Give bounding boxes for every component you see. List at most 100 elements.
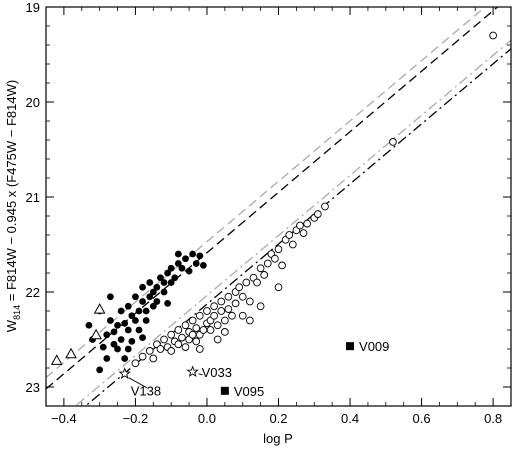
- y-axis-title-rest: = F814W − 0.945 x (F475W − F814W): [4, 80, 19, 305]
- filled-circle-point: [185, 267, 193, 275]
- open-circle-point: [210, 311, 218, 320]
- y-axis-title-subscript: 814: [12, 305, 22, 320]
- filled-circle-point: [103, 331, 111, 339]
- open-circle-point: [296, 221, 304, 230]
- fit-line-3: [84, 48, 511, 406]
- open-triangle-point: [65, 347, 77, 359]
- filled-circle-point: [114, 321, 121, 329]
- open-circle-point: [271, 254, 279, 263]
- filled-circle-point: [196, 252, 204, 260]
- open-triangle-point: [93, 303, 106, 314]
- open-circle-point: [174, 326, 183, 334]
- open-circle-point: [188, 330, 197, 339]
- filled-circle-point: [128, 338, 136, 345]
- filled-circle-point: [164, 300, 172, 307]
- open-star-point: [118, 367, 131, 379]
- open-circle-point: [149, 354, 158, 363]
- open-circle-point: [238, 292, 247, 301]
- filled-circle-point: [149, 302, 157, 310]
- y-tick-label: 21: [26, 190, 40, 205]
- filled-square-point: [346, 342, 355, 351]
- open-circle-point: [253, 278, 261, 287]
- open-circle-point: [321, 202, 329, 211]
- open-circle-point: [278, 261, 286, 270]
- filled-circle-point: [124, 302, 132, 310]
- open-circle-point: [131, 359, 140, 368]
- open-star-point: [186, 365, 199, 378]
- open-circle-point: [389, 138, 397, 146]
- filled-circle-point: [174, 260, 182, 267]
- filled-circle-point: [132, 317, 139, 324]
- x-tick-label: 0.8: [484, 411, 502, 426]
- open-circle-point: [274, 245, 283, 254]
- y-axis-title: W814 = F814W − 0.945 x (F475W − F814W): [4, 80, 22, 332]
- open-circle-point: [210, 302, 218, 311]
- open-circle-point: [178, 333, 186, 342]
- filled-circle-point: [142, 317, 150, 324]
- open-circle-point: [303, 219, 311, 228]
- filled-circle-point: [153, 298, 161, 305]
- filled-circle-point: [121, 319, 129, 327]
- open-circle-point: [224, 292, 233, 301]
- filled-circle-point: [182, 255, 189, 263]
- filled-circle-point: [199, 262, 207, 269]
- open-circle-point: [313, 210, 322, 218]
- filled-circle-point: [103, 355, 111, 362]
- filled-circle-point: [139, 298, 146, 305]
- open-circle-point: [213, 335, 222, 344]
- y-tick-label: 22: [26, 285, 40, 300]
- open-circle-point: [238, 311, 247, 320]
- filled-circle-point: [99, 343, 107, 351]
- open-circle-point: [256, 264, 265, 273]
- open-circle-point: [217, 297, 226, 306]
- y-tick-label: 23: [26, 380, 40, 395]
- filled-circle-point: [114, 345, 121, 353]
- open-circle-point: [145, 347, 154, 355]
- x-tick-label: 0.4: [341, 411, 359, 426]
- open-circle-point: [260, 271, 269, 279]
- open-circle-point: [231, 299, 240, 308]
- open-circle-point: [242, 278, 251, 287]
- open-circle-point: [220, 328, 229, 336]
- filled-circle-point: [146, 293, 154, 301]
- open-circle-point: [224, 305, 233, 313]
- open-circle-point: [489, 31, 497, 40]
- open-circle-point: [199, 326, 208, 334]
- x-tick-label: 0.0: [198, 411, 216, 426]
- y-tick-label: 19: [26, 0, 40, 15]
- open-circle-point: [167, 347, 176, 355]
- filled-circle-point: [117, 307, 125, 315]
- filled-circle-point: [160, 288, 168, 296]
- annotation-v138: V138: [131, 384, 161, 399]
- filled-circle-point: [96, 366, 104, 374]
- open-circle-point: [220, 316, 229, 325]
- open-circle-point: [167, 330, 176, 339]
- axis-ticks: −0.4 −0.2 0.0 0.2 0.4 0.6 0.8 19 20 21 22 23: [26, 0, 512, 426]
- fit-lines: [46, 7, 511, 406]
- filled-circle-point: [128, 312, 136, 320]
- open-circle-point: [274, 283, 283, 292]
- open-circle-point: [181, 321, 190, 330]
- annotation-leader-v138: [128, 377, 147, 389]
- filled-circle-point: [174, 250, 182, 258]
- filled-circle-point: [135, 307, 143, 315]
- annotation-v095: V095: [234, 384, 264, 399]
- open-circle-point: [192, 337, 201, 346]
- filled-circle-point: [149, 288, 157, 296]
- annotation-v009: V009: [359, 339, 389, 354]
- open-circle-point: [181, 343, 190, 351]
- filled-circle-point: [157, 274, 164, 282]
- filled-circle-point: [121, 355, 129, 362]
- annotation-v033: V033: [202, 365, 232, 380]
- filled-circle-point: [192, 260, 200, 267]
- filled-circle-point: [132, 293, 139, 301]
- filled-circle-point: [167, 264, 175, 272]
- open-circle-point: [256, 302, 265, 311]
- data-points: [50, 31, 497, 395]
- fit-line-2: [46, 7, 487, 378]
- x-tick-label: −0.4: [51, 411, 77, 426]
- filled-circle-point: [160, 279, 168, 286]
- open-circle-point: [195, 345, 204, 353]
